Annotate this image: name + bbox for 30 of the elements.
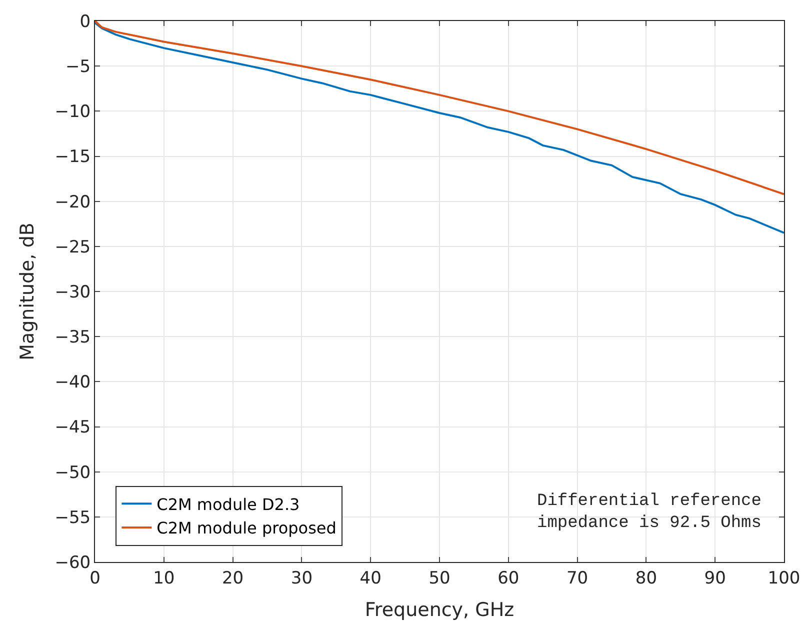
x-tick-label: 40 xyxy=(360,568,382,588)
legend-label: C2M module D2.3 xyxy=(156,494,300,514)
line-series xyxy=(95,21,784,196)
y-tick-label: −10 xyxy=(54,102,91,122)
x-tick-label: 60 xyxy=(498,568,520,588)
annotation: Differential reference impedance is 92.5 Ohms xyxy=(537,492,762,534)
y-tick-label: −60 xyxy=(54,552,91,573)
y-tick-label: −5 xyxy=(66,57,91,78)
x-axis-title: Frequency, GHz xyxy=(364,599,514,622)
y-tick-label: −25 xyxy=(54,237,91,258)
y-tick-label: −35 xyxy=(54,328,91,348)
y-axis-title: Magnitude, dB xyxy=(16,222,39,360)
x-tick-label: 20 xyxy=(222,568,244,588)
y-tick-label: −55 xyxy=(54,508,91,528)
y-tick-label: −15 xyxy=(54,147,91,168)
x-tick-label: 80 xyxy=(635,568,658,588)
x-tick-label: 10 xyxy=(153,568,175,588)
y-tick-label: 0 xyxy=(80,12,91,32)
y-tick-label: −45 xyxy=(54,418,91,438)
x-tick-label: 90 xyxy=(704,568,726,588)
y-tick-label: −30 xyxy=(54,282,91,302)
y-tick-label: −50 xyxy=(54,462,91,483)
x-tick-label: 100 xyxy=(768,568,800,588)
y-tick-label: −40 xyxy=(54,372,91,393)
y-tick-label: −20 xyxy=(54,192,91,212)
line-series xyxy=(95,22,784,234)
x-tick-label: 50 xyxy=(428,568,450,588)
x-tick-label: 30 xyxy=(290,568,313,588)
legend-label: C2M module proposed xyxy=(156,518,336,538)
x-tick-label: 70 xyxy=(566,568,588,588)
